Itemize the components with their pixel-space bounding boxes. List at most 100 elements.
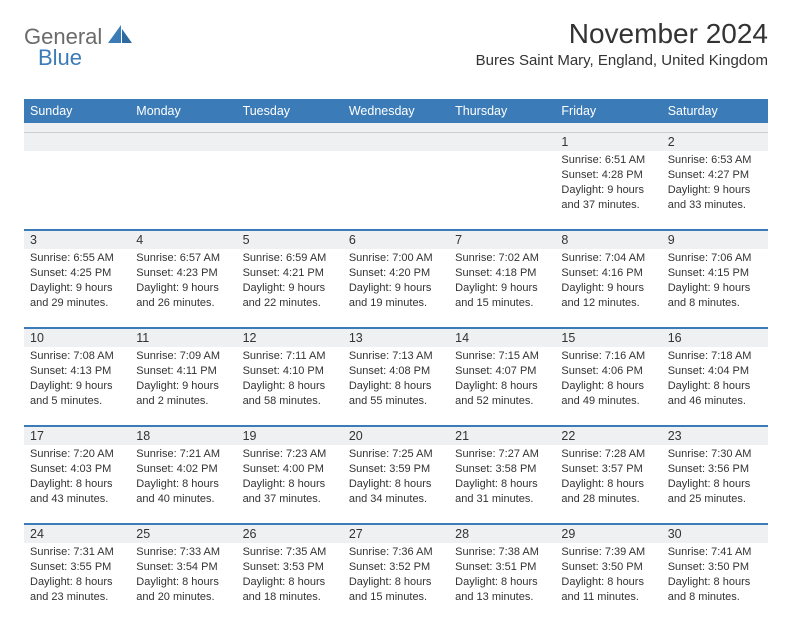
weekday-header-cell: Monday [130, 99, 236, 123]
day-info: Sunrise: 7:30 AMSunset: 3:56 PMDaylight:… [668, 447, 762, 506]
day-number: 24 [24, 525, 130, 543]
header: General November 2024 Bures Saint Mary, … [24, 18, 768, 69]
day-number: 18 [130, 427, 236, 445]
day-cell: Sunrise: 7:20 AMSunset: 4:03 PMDaylight:… [24, 445, 130, 523]
week-row: Sunrise: 7:31 AMSunset: 3:55 PMDaylight:… [24, 543, 768, 621]
day-cell: Sunrise: 7:23 AMSunset: 4:00 PMDaylight:… [237, 445, 343, 523]
day-info: Sunrise: 6:55 AMSunset: 4:25 PMDaylight:… [30, 251, 124, 310]
empty-cell [130, 151, 236, 229]
day-info: Sunrise: 7:28 AMSunset: 3:57 PMDaylight:… [561, 447, 655, 506]
day-number: 20 [343, 427, 449, 445]
day-cell: Sunrise: 7:36 AMSunset: 3:52 PMDaylight:… [343, 543, 449, 621]
brand-text-blue: Blue [38, 45, 82, 70]
weekday-header-cell: Thursday [449, 99, 555, 123]
day-number: 27 [343, 525, 449, 543]
day-cell: Sunrise: 7:06 AMSunset: 4:15 PMDaylight:… [662, 249, 768, 327]
day-number: 10 [24, 329, 130, 347]
day-number: 17 [24, 427, 130, 445]
day-info: Sunrise: 6:57 AMSunset: 4:23 PMDaylight:… [136, 251, 230, 310]
day-cell: Sunrise: 7:15 AMSunset: 4:07 PMDaylight:… [449, 347, 555, 425]
day-info: Sunrise: 7:23 AMSunset: 4:00 PMDaylight:… [243, 447, 337, 506]
empty-cell [237, 151, 343, 229]
month-title: November 2024 [476, 18, 768, 50]
day-info: Sunrise: 7:33 AMSunset: 3:54 PMDaylight:… [136, 545, 230, 604]
weekday-header-cell: Saturday [662, 99, 768, 123]
day-number: 9 [662, 231, 768, 249]
day-cell: Sunrise: 7:16 AMSunset: 4:06 PMDaylight:… [555, 347, 661, 425]
calendar-page: General November 2024 Bures Saint Mary, … [0, 0, 792, 621]
day-info: Sunrise: 7:16 AMSunset: 4:06 PMDaylight:… [561, 349, 655, 408]
day-cell: Sunrise: 7:04 AMSunset: 4:16 PMDaylight:… [555, 249, 661, 327]
day-number: 30 [662, 525, 768, 543]
day-info: Sunrise: 7:06 AMSunset: 4:15 PMDaylight:… [668, 251, 762, 310]
calendar-grid: SundayMondayTuesdayWednesdayThursdayFrid… [24, 99, 768, 621]
brand-text-blue-wrap: Blue [38, 45, 82, 71]
header-spacer [24, 123, 768, 133]
empty-cell [343, 151, 449, 229]
day-info: Sunrise: 7:36 AMSunset: 3:52 PMDaylight:… [349, 545, 443, 604]
day-number [24, 133, 130, 151]
day-number: 13 [343, 329, 449, 347]
day-number [449, 133, 555, 151]
empty-cell [449, 151, 555, 229]
day-cell: Sunrise: 7:11 AMSunset: 4:10 PMDaylight:… [237, 347, 343, 425]
day-cell: Sunrise: 7:38 AMSunset: 3:51 PMDaylight:… [449, 543, 555, 621]
day-cell: Sunrise: 7:28 AMSunset: 3:57 PMDaylight:… [555, 445, 661, 523]
day-number: 14 [449, 329, 555, 347]
day-info: Sunrise: 6:53 AMSunset: 4:27 PMDaylight:… [668, 153, 762, 212]
weekday-header-cell: Sunday [24, 99, 130, 123]
weekday-header-cell: Friday [555, 99, 661, 123]
week-row: Sunrise: 6:51 AMSunset: 4:28 PMDaylight:… [24, 151, 768, 229]
day-cell: Sunrise: 7:21 AMSunset: 4:02 PMDaylight:… [130, 445, 236, 523]
week-row: Sunrise: 6:55 AMSunset: 4:25 PMDaylight:… [24, 249, 768, 327]
day-number: 8 [555, 231, 661, 249]
day-number: 25 [130, 525, 236, 543]
day-number: 29 [555, 525, 661, 543]
day-number: 26 [237, 525, 343, 543]
day-number [343, 133, 449, 151]
day-number [130, 133, 236, 151]
day-number: 16 [662, 329, 768, 347]
day-info: Sunrise: 7:20 AMSunset: 4:03 PMDaylight:… [30, 447, 124, 506]
day-number: 22 [555, 427, 661, 445]
day-number: 15 [555, 329, 661, 347]
day-number-row: 17181920212223 [24, 425, 768, 445]
day-info: Sunrise: 7:15 AMSunset: 4:07 PMDaylight:… [455, 349, 549, 408]
day-number: 23 [662, 427, 768, 445]
title-block: November 2024 Bures Saint Mary, England,… [476, 18, 768, 69]
day-info: Sunrise: 7:00 AMSunset: 4:20 PMDaylight:… [349, 251, 443, 310]
day-number: 21 [449, 427, 555, 445]
day-cell: Sunrise: 6:55 AMSunset: 4:25 PMDaylight:… [24, 249, 130, 327]
day-info: Sunrise: 7:41 AMSunset: 3:50 PMDaylight:… [668, 545, 762, 604]
day-cell: Sunrise: 7:41 AMSunset: 3:50 PMDaylight:… [662, 543, 768, 621]
day-cell: Sunrise: 7:35 AMSunset: 3:53 PMDaylight:… [237, 543, 343, 621]
day-info: Sunrise: 7:09 AMSunset: 4:11 PMDaylight:… [136, 349, 230, 408]
day-cell: Sunrise: 7:39 AMSunset: 3:50 PMDaylight:… [555, 543, 661, 621]
location-text: Bures Saint Mary, England, United Kingdo… [476, 52, 768, 69]
day-number: 7 [449, 231, 555, 249]
day-number-row: 24252627282930 [24, 523, 768, 543]
day-cell: Sunrise: 7:08 AMSunset: 4:13 PMDaylight:… [24, 347, 130, 425]
day-info: Sunrise: 7:35 AMSunset: 3:53 PMDaylight:… [243, 545, 337, 604]
day-cell: Sunrise: 7:00 AMSunset: 4:20 PMDaylight:… [343, 249, 449, 327]
day-number [237, 133, 343, 151]
day-cell: Sunrise: 7:27 AMSunset: 3:58 PMDaylight:… [449, 445, 555, 523]
day-info: Sunrise: 7:08 AMSunset: 4:13 PMDaylight:… [30, 349, 124, 408]
day-number: 28 [449, 525, 555, 543]
day-number: 5 [237, 231, 343, 249]
weekday-header-cell: Tuesday [237, 99, 343, 123]
day-info: Sunrise: 7:25 AMSunset: 3:59 PMDaylight:… [349, 447, 443, 506]
day-number: 6 [343, 231, 449, 249]
day-info: Sunrise: 7:02 AMSunset: 4:18 PMDaylight:… [455, 251, 549, 310]
day-info: Sunrise: 7:18 AMSunset: 4:04 PMDaylight:… [668, 349, 762, 408]
weeks-container: 12 Sunrise: 6:51 AMSunset: 4:28 PMDayligh… [24, 133, 768, 621]
day-number: 12 [237, 329, 343, 347]
empty-cell [24, 151, 130, 229]
weekday-header-cell: Wednesday [343, 99, 449, 123]
day-info: Sunrise: 7:11 AMSunset: 4:10 PMDaylight:… [243, 349, 337, 408]
day-info: Sunrise: 7:38 AMSunset: 3:51 PMDaylight:… [455, 545, 549, 604]
day-info: Sunrise: 7:27 AMSunset: 3:58 PMDaylight:… [455, 447, 549, 506]
day-info: Sunrise: 7:39 AMSunset: 3:50 PMDaylight:… [561, 545, 655, 604]
day-cell: Sunrise: 7:30 AMSunset: 3:56 PMDaylight:… [662, 445, 768, 523]
day-cell: Sunrise: 6:51 AMSunset: 4:28 PMDaylight:… [555, 151, 661, 229]
